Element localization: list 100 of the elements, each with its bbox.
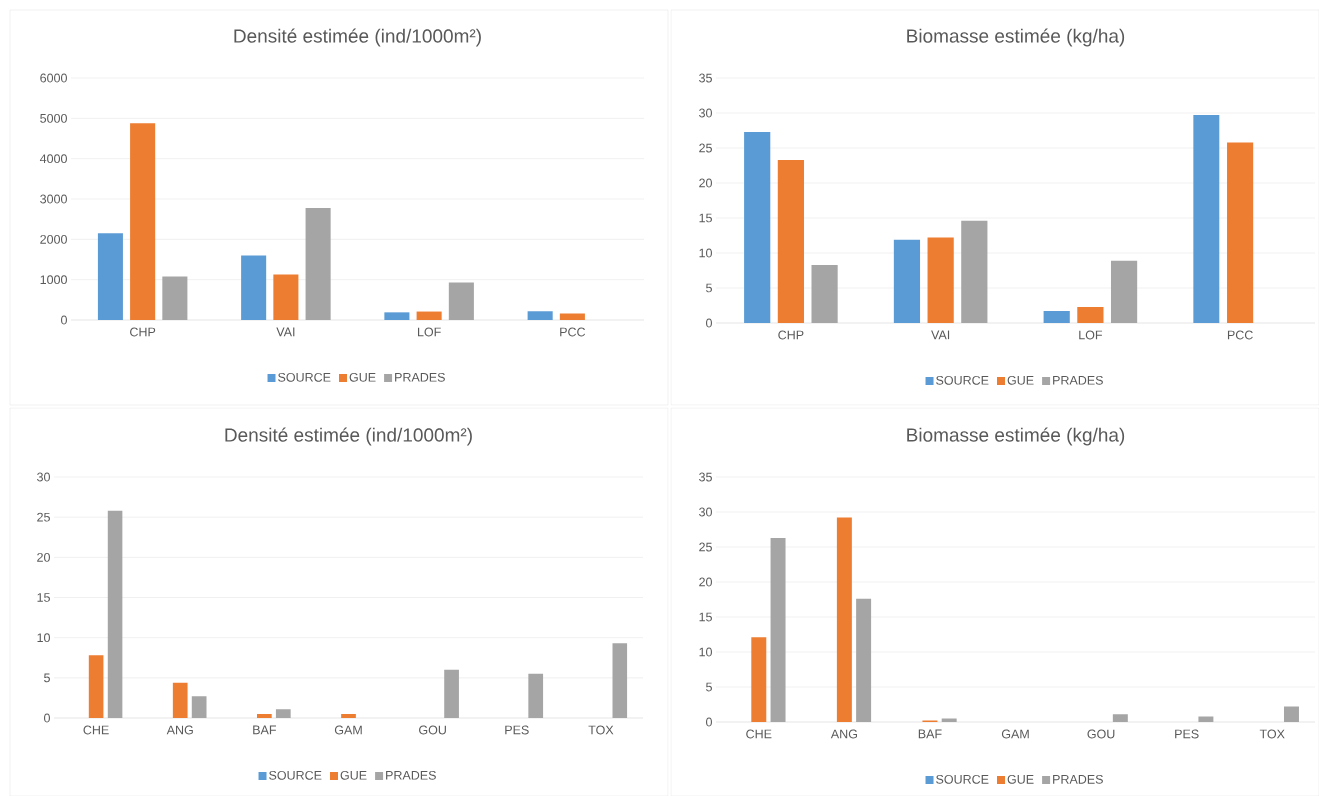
bar xyxy=(1283,706,1299,723)
bar xyxy=(1077,306,1104,324)
y-tick-label: 0 xyxy=(706,318,712,328)
y-tick-label: 10 xyxy=(699,248,712,258)
y-tick-label: 20 xyxy=(699,577,712,587)
bar xyxy=(559,313,585,321)
legend-label: SOURCE xyxy=(936,375,989,385)
bar xyxy=(893,239,921,324)
bar xyxy=(811,264,838,324)
chart-title: Densité estimée (ind/1000m²) xyxy=(234,28,481,47)
y-tick-label: 30 xyxy=(699,108,712,118)
x-tick-label: BAF xyxy=(253,725,277,735)
bar xyxy=(257,714,272,719)
bar xyxy=(751,637,767,723)
x-tick-label: TOX xyxy=(588,725,614,735)
bar xyxy=(744,131,771,324)
chart-title: Biomasse estimée (kg/ha) xyxy=(907,28,1125,47)
bar xyxy=(384,312,410,321)
y-tick-label: 15 xyxy=(37,593,50,602)
y-tick-label: 1000 xyxy=(40,275,67,285)
bar xyxy=(777,159,804,324)
x-tick-label: GAM xyxy=(1001,729,1029,739)
x-tick-label: CHE xyxy=(746,729,772,739)
x-tick-label: ANG xyxy=(830,729,857,739)
legend-label: GUE xyxy=(1007,375,1034,385)
bar xyxy=(1110,260,1138,324)
x-tick-label: PCC xyxy=(560,327,586,337)
bar xyxy=(1227,142,1254,324)
y-tick-label: 5 xyxy=(44,673,50,683)
x-tick-label: LOF xyxy=(1079,330,1103,340)
y-tick-label: 4000 xyxy=(39,154,67,164)
y-tick-label: 10 xyxy=(37,633,50,643)
bar xyxy=(528,673,544,719)
bar xyxy=(162,276,188,321)
y-tick-label: 35 xyxy=(699,472,712,482)
y-tick-label: 0 xyxy=(61,315,67,325)
bar xyxy=(273,274,299,321)
legend-label: PRADES xyxy=(395,372,445,382)
y-tick-label: 35 xyxy=(699,73,712,83)
y-tick-label: 20 xyxy=(699,178,712,188)
bar xyxy=(1112,714,1128,723)
chart-title: Densité estimée (ind/1000m²) xyxy=(225,427,472,446)
legend-label: PRADES xyxy=(1053,774,1103,784)
bar xyxy=(927,237,954,324)
chart-title: Biomasse estimée (kg/ha) xyxy=(907,427,1125,446)
bar xyxy=(961,220,988,324)
bar xyxy=(191,696,207,719)
x-tick-label: CHP xyxy=(130,327,156,337)
bar xyxy=(1198,716,1214,723)
x-tick-label: VAI xyxy=(931,330,950,340)
x-tick-label: TOX xyxy=(1259,729,1285,739)
y-tick-label: 5 xyxy=(706,682,712,692)
x-tick-label: PES xyxy=(505,725,529,735)
y-tick-label: 25 xyxy=(37,512,50,522)
bar xyxy=(107,510,123,719)
x-tick-label: CHE xyxy=(83,725,109,735)
bar xyxy=(856,598,872,723)
bar xyxy=(770,537,786,723)
legend-label: GUE xyxy=(349,372,376,382)
bar xyxy=(612,643,628,719)
y-tick-label: 0 xyxy=(44,713,50,723)
y-tick-label: 0 xyxy=(706,717,712,727)
y-tick-label: 10 xyxy=(699,647,712,657)
bar xyxy=(1043,311,1070,324)
legend-label: SOURCE xyxy=(936,774,989,784)
bar xyxy=(241,255,267,321)
y-tick-label: 5000 xyxy=(40,113,67,123)
legend-label: GUE xyxy=(1007,774,1034,784)
bar xyxy=(305,207,331,321)
y-tick-label: 15 xyxy=(699,213,712,223)
legend-label: PRADES xyxy=(1053,375,1103,385)
legend-label: SOURCE xyxy=(269,770,322,780)
x-tick-label: GOU xyxy=(419,725,446,735)
x-tick-label: BAF xyxy=(918,729,942,739)
y-tick-label: 6000 xyxy=(40,73,67,83)
bar xyxy=(88,655,104,719)
legend-label: SOURCE xyxy=(278,372,331,382)
y-tick-label: 2000 xyxy=(40,234,67,244)
y-tick-label: 25 xyxy=(699,542,712,552)
bar xyxy=(448,282,474,321)
y-tick-label: 20 xyxy=(37,552,50,562)
x-tick-label: GAM xyxy=(334,725,362,735)
y-tick-label: 30 xyxy=(699,507,712,517)
y-tick-label: 5 xyxy=(706,283,712,293)
y-tick-label: 30 xyxy=(37,472,50,482)
x-tick-label: ANG xyxy=(166,725,193,735)
x-tick-label: LOF xyxy=(418,327,441,337)
bar xyxy=(1193,115,1220,324)
legend-label: PRADES xyxy=(386,770,436,780)
bar xyxy=(416,311,442,321)
x-tick-label: CHP xyxy=(778,330,804,340)
bar xyxy=(527,311,553,321)
bar xyxy=(172,682,188,719)
y-tick-label: 15 xyxy=(699,612,712,622)
x-tick-label: VAI xyxy=(276,327,295,337)
x-tick-label: PCC xyxy=(1227,330,1253,340)
bar xyxy=(97,233,123,321)
bar xyxy=(836,517,852,723)
y-tick-label: 3000 xyxy=(40,194,67,204)
bar xyxy=(444,669,459,719)
